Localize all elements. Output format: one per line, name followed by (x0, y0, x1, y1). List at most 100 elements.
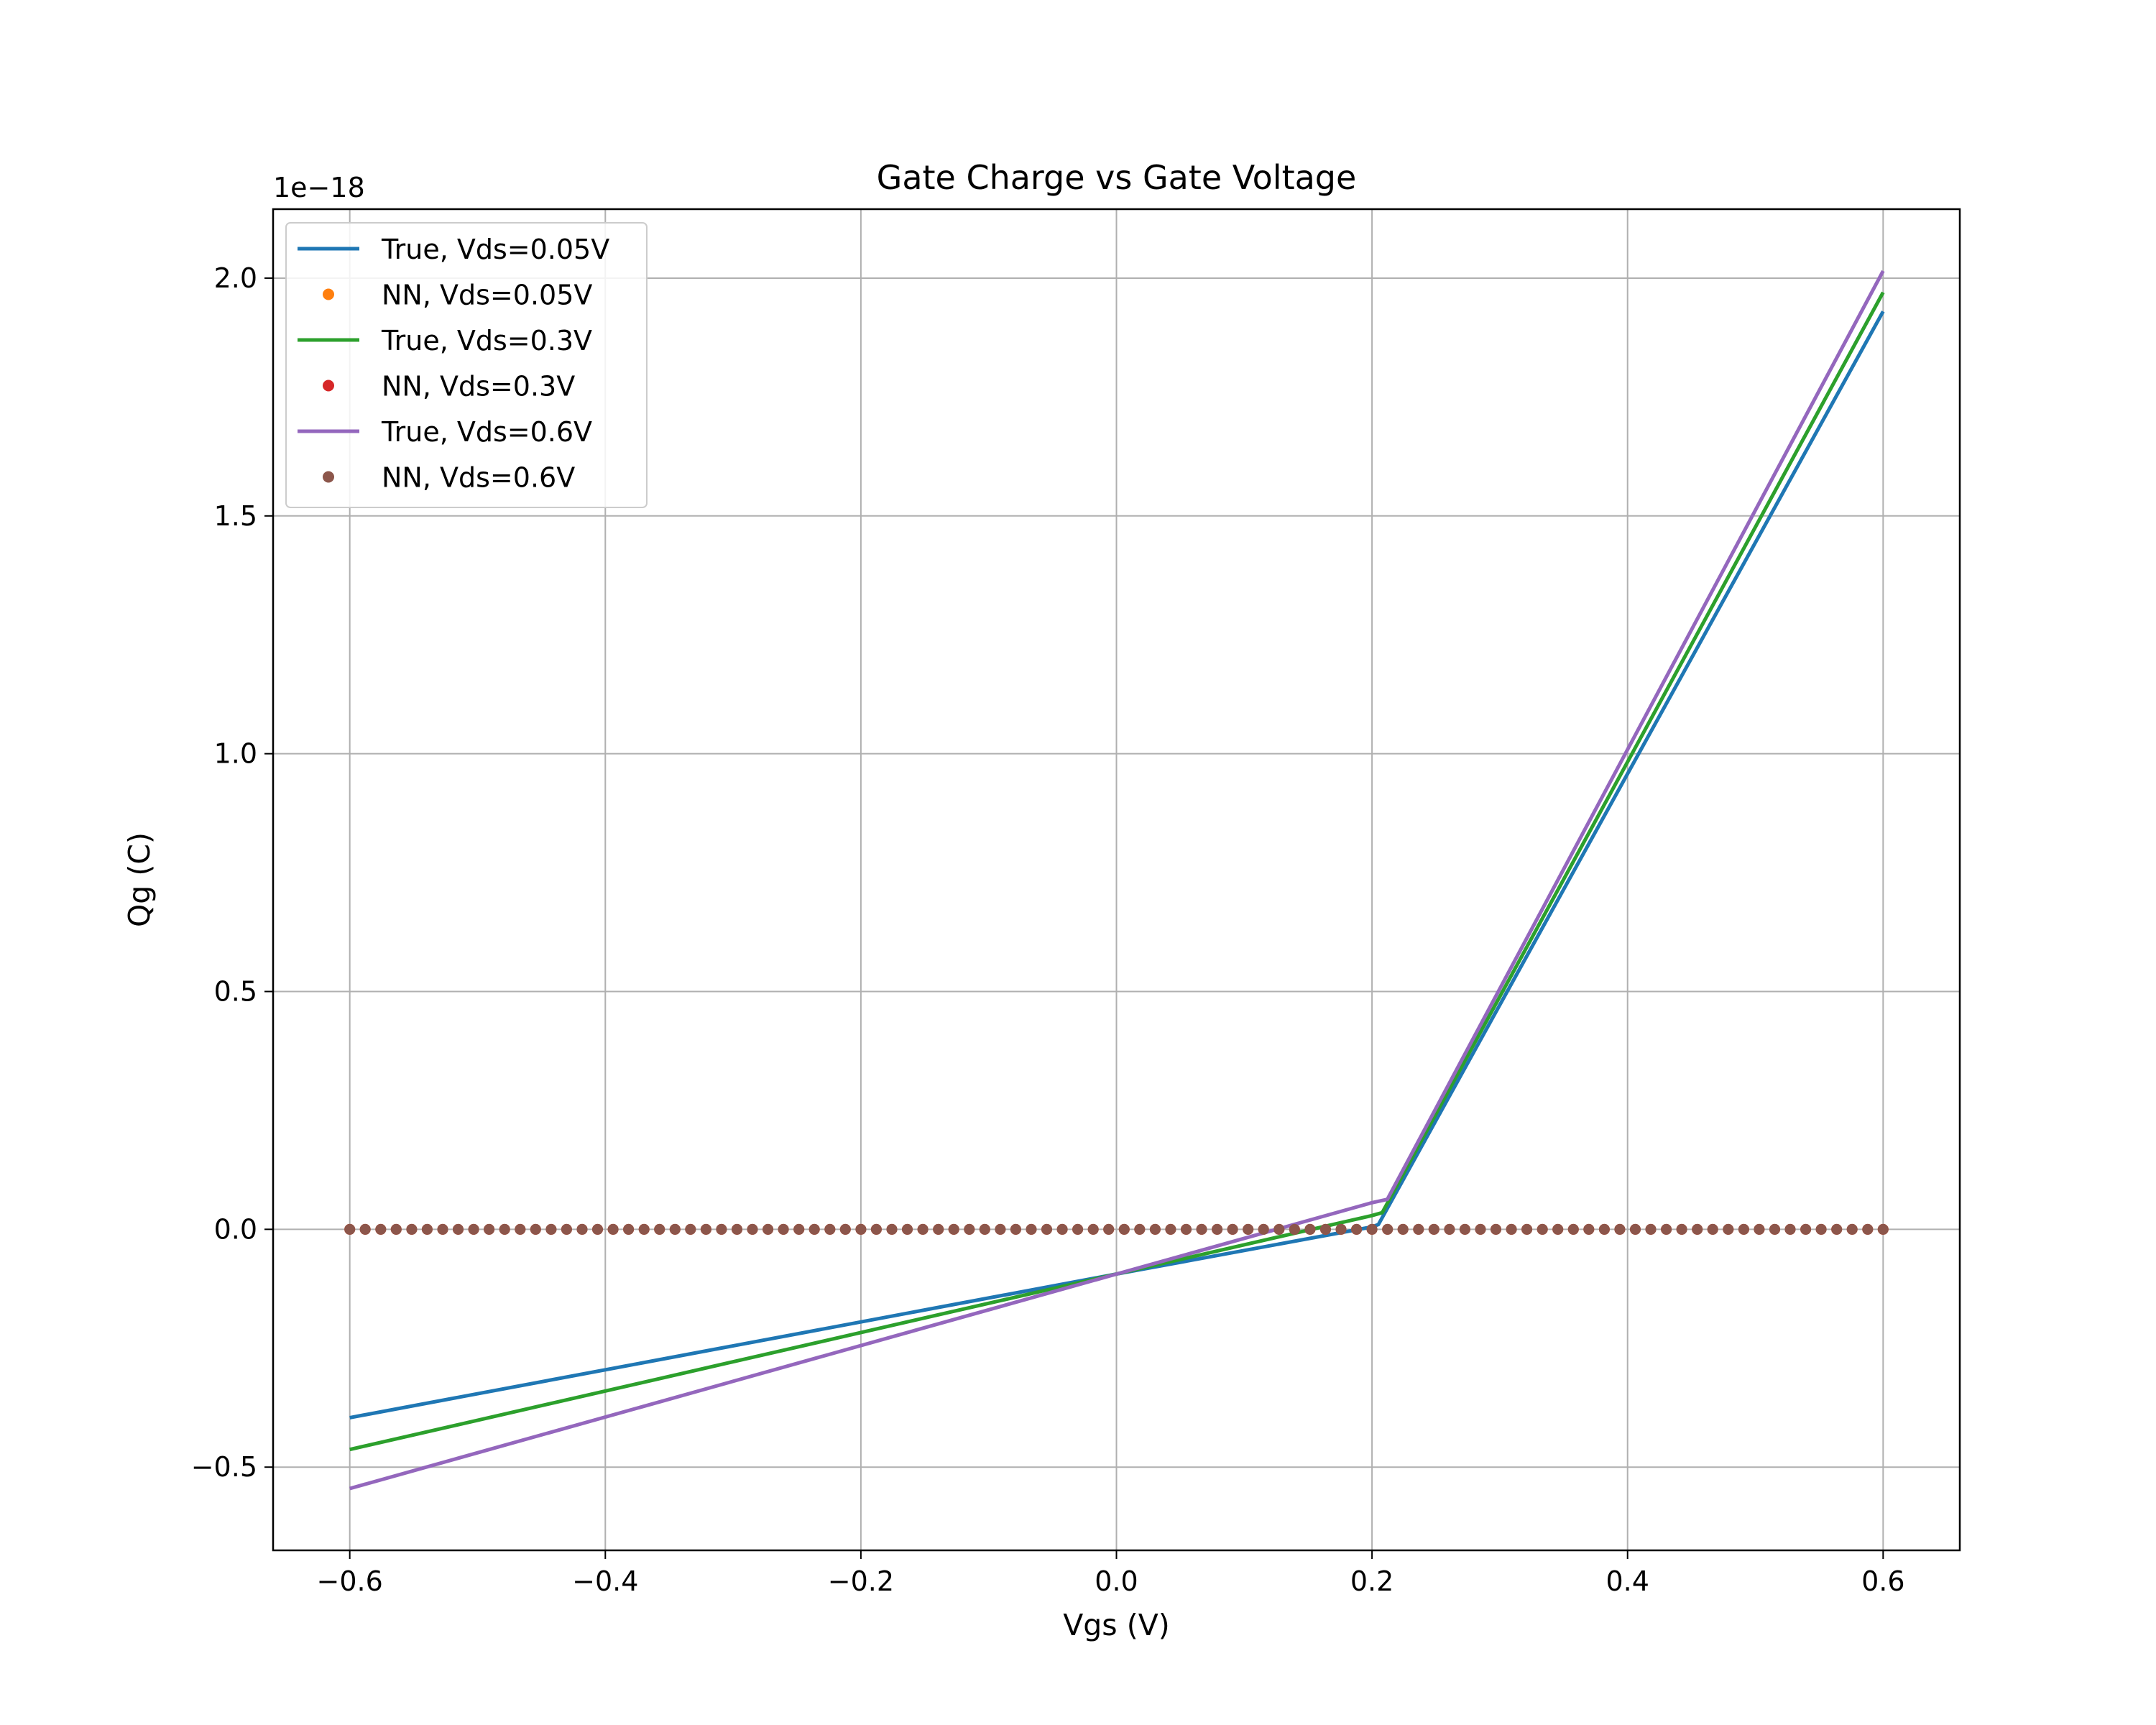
legend-label: NN, Vds=0.3V (382, 371, 575, 402)
data-point (1103, 1223, 1115, 1235)
data-point (468, 1223, 479, 1235)
data-point (995, 1223, 1006, 1235)
legend: True, Vds=0.05V NN, Vds=0.05V True, Vds=0.… (285, 222, 648, 508)
data-point (685, 1223, 696, 1235)
plot-area (344, 270, 1889, 1491)
data-point (902, 1223, 913, 1235)
data-point (1738, 1223, 1749, 1235)
data-point (793, 1223, 805, 1235)
data-point (1567, 1223, 1579, 1235)
data-point (1491, 1223, 1501, 1235)
data-point (1877, 1223, 1889, 1235)
data-point (1769, 1223, 1780, 1235)
data-point (1258, 1223, 1269, 1235)
data-point (1831, 1223, 1843, 1235)
data-point (1459, 1223, 1470, 1235)
data-point (808, 1223, 820, 1235)
data-point (1784, 1223, 1796, 1235)
data-point (515, 1223, 526, 1235)
x-tick-label: 0.2 (1350, 1565, 1393, 1597)
data-point (1056, 1223, 1068, 1235)
data-point (375, 1223, 387, 1235)
data-point (839, 1223, 851, 1235)
data-point (1181, 1223, 1192, 1235)
data-point (1366, 1223, 1378, 1235)
data-point (638, 1223, 650, 1235)
data-point (1598, 1223, 1610, 1235)
legend-label: True, Vds=0.6V (381, 416, 592, 448)
data-point (1196, 1223, 1207, 1235)
data-point (1754, 1223, 1765, 1235)
data-point (1149, 1223, 1161, 1235)
data-point (499, 1223, 510, 1235)
series-line (349, 291, 1885, 1452)
legend-marker-swatch (323, 380, 334, 392)
data-point (437, 1223, 448, 1235)
data-point (1413, 1223, 1424, 1235)
data-point (530, 1223, 541, 1235)
legend-label: NN, Vds=0.6V (382, 462, 575, 494)
data-point (1661, 1223, 1672, 1235)
x-tick-label: −0.4 (572, 1565, 638, 1597)
data-point (1165, 1223, 1176, 1235)
data-point (1537, 1223, 1548, 1235)
data-point (1041, 1223, 1052, 1235)
data-point (1444, 1223, 1455, 1235)
data-point (700, 1223, 711, 1235)
chart-title: Gate Charge vs Gate Voltage (877, 158, 1357, 197)
data-point (716, 1223, 727, 1235)
series-line (349, 270, 1885, 1491)
y-tick-label: 0.0 (214, 1213, 257, 1245)
data-point (1428, 1223, 1439, 1235)
y-tick-label: 1.5 (214, 500, 257, 532)
data-point (870, 1223, 882, 1235)
y-tick-label: 1.0 (214, 738, 257, 770)
y-axis-offset-label: 1e−18 (273, 172, 365, 203)
data-point (1707, 1223, 1718, 1235)
data-point (1815, 1223, 1827, 1235)
x-tick-label: 0.6 (1861, 1565, 1904, 1597)
axis-ticks: −0.6 −0.4 −0.2 0.0 0.2 0.4 0.6 −0.5 0.0 0.5 1.0 1.5… (191, 262, 1905, 1597)
legend-item: True, Vds=0.05V (298, 234, 609, 265)
data-point (359, 1223, 371, 1235)
series-true-vds-0-3v (349, 291, 1885, 1452)
data-point (484, 1223, 495, 1235)
data-point (1026, 1223, 1037, 1235)
data-point (1273, 1223, 1285, 1235)
data-point (406, 1223, 418, 1235)
data-point (933, 1223, 944, 1235)
data-point (732, 1223, 742, 1235)
legend-label: True, Vds=0.05V (381, 234, 609, 265)
legend-box (285, 222, 648, 508)
data-point (1320, 1223, 1331, 1235)
data-point (1583, 1223, 1595, 1235)
data-point (1243, 1223, 1254, 1235)
series-nn-vds-0-6v (344, 1223, 1889, 1235)
data-point (1645, 1223, 1657, 1235)
data-point (453, 1223, 464, 1235)
data-point (1335, 1223, 1347, 1235)
data-point (1475, 1223, 1486, 1235)
data-point (1723, 1223, 1734, 1235)
legend-label: True, Vds=0.3V (381, 325, 592, 356)
legend-item: True, Vds=0.3V (298, 325, 592, 356)
data-point (948, 1223, 959, 1235)
x-tick-label: 0.0 (1095, 1565, 1138, 1597)
series-true-vds-0-6v (349, 270, 1885, 1491)
data-point (1676, 1223, 1687, 1235)
data-point (421, 1223, 433, 1235)
legend-marker-swatch (323, 471, 334, 483)
y-tick-label: 2.0 (214, 262, 257, 294)
legend-item: True, Vds=0.6V (298, 416, 592, 448)
data-point (607, 1223, 619, 1235)
x-tick-label: 0.4 (1606, 1565, 1649, 1597)
data-point (623, 1223, 635, 1235)
legend-label: NN, Vds=0.05V (382, 280, 592, 311)
data-point (979, 1223, 990, 1235)
data-point (1692, 1223, 1703, 1235)
legend-item: NN, Vds=0.3V (323, 371, 575, 402)
data-point (561, 1223, 572, 1235)
y-axis-label: Qg (C) (122, 832, 157, 927)
x-tick-label: −0.6 (317, 1565, 383, 1597)
data-point (1862, 1223, 1874, 1235)
